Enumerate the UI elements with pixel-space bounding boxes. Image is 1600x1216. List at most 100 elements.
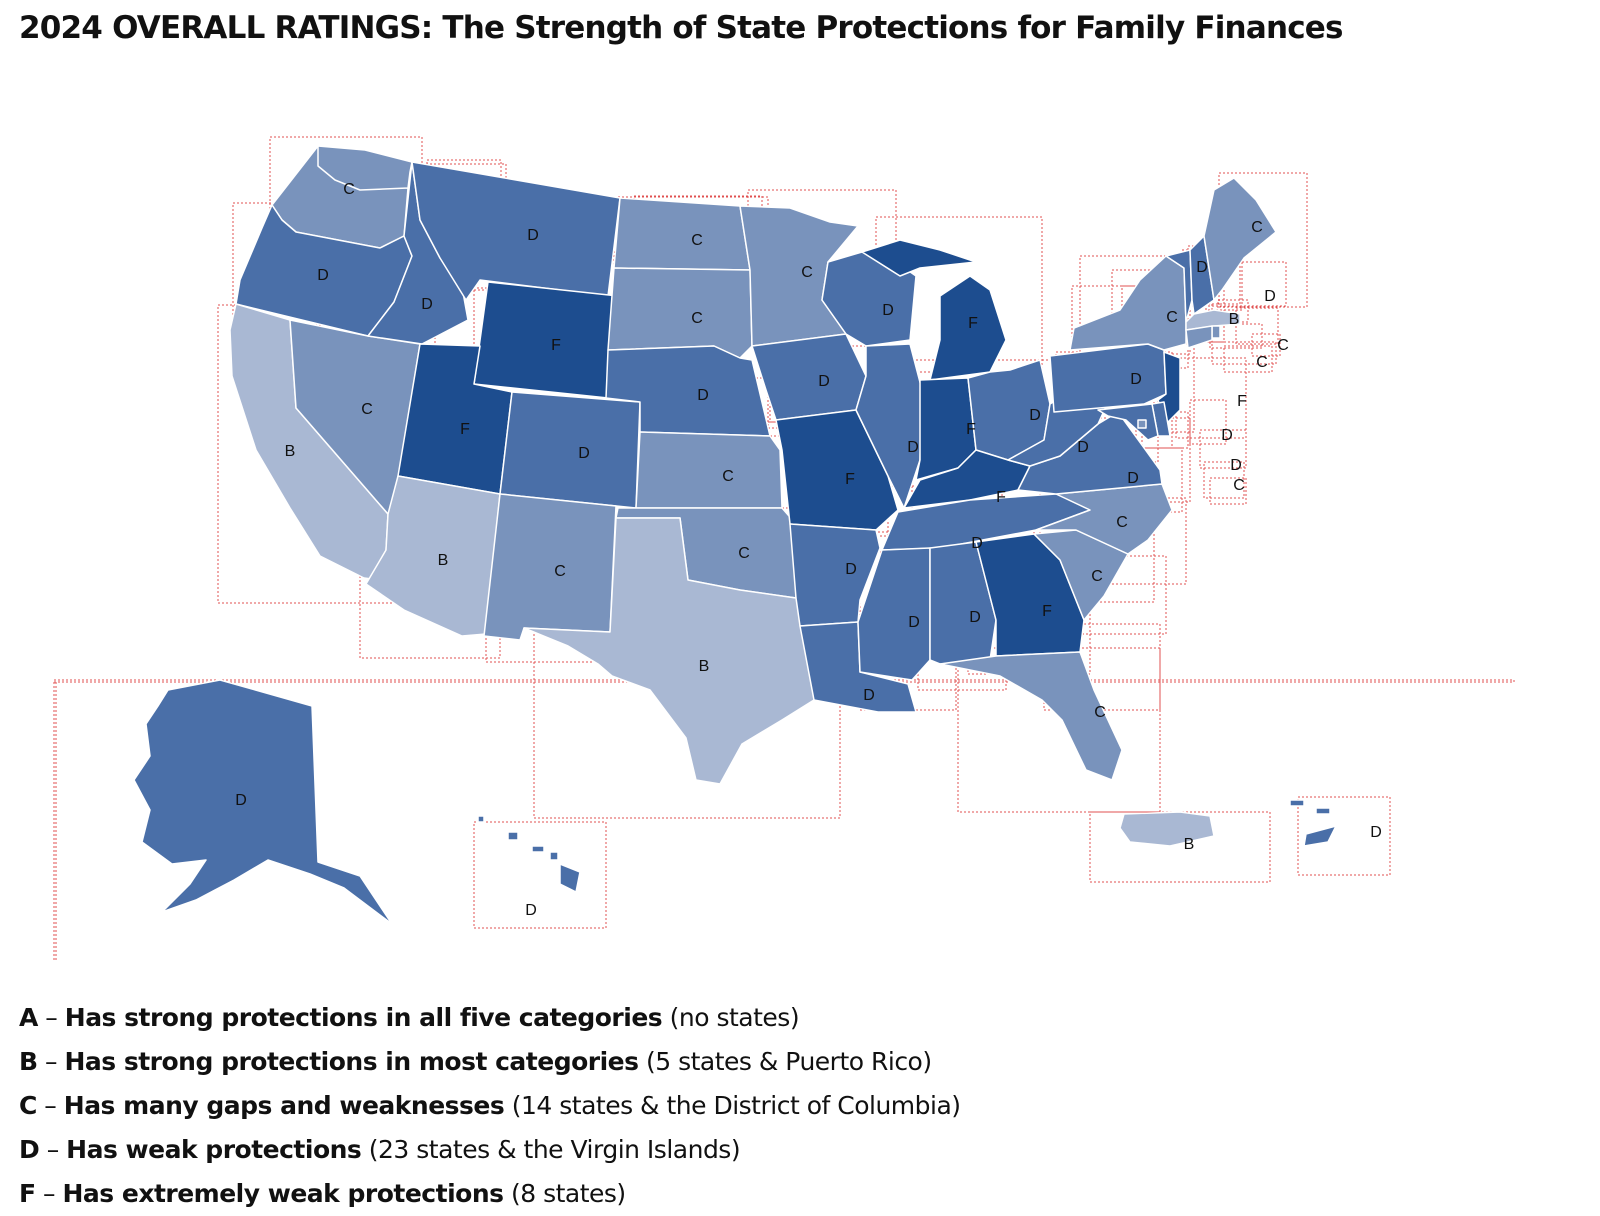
grade-label-florida: C (1094, 704, 1106, 721)
grade-label-new-mexico: C (554, 563, 566, 580)
legend-description: Has strong protections in all five categ… (64, 1003, 663, 1032)
legend-note: (23 states & the Virgin Islands) (361, 1135, 741, 1164)
state-wyoming (473, 281, 619, 399)
state-hawaii (477, 815, 581, 893)
grade-label-georgia: F (1042, 603, 1052, 620)
inset-box (1175, 357, 1247, 439)
legend-dash: – (37, 1047, 65, 1076)
grade-label-indiana: F (966, 421, 976, 438)
state-new-hampshire (1189, 235, 1215, 315)
state-arkansas (789, 523, 881, 627)
grade-label-south-carolina: C (1091, 568, 1103, 585)
state-new-mexico (483, 493, 617, 641)
grade-label-new-york: C (1166, 309, 1178, 326)
legend-item-c: C – Has many gaps and weaknesses (14 sta… (19, 1084, 961, 1128)
legend-grade: D (19, 1135, 40, 1164)
legend-dash: – (35, 1179, 63, 1208)
grade-label-massachusetts: B (1229, 311, 1240, 328)
legend-description: Has weak protections (66, 1135, 362, 1164)
inset-box (1211, 341, 1277, 365)
legend-dash: – (37, 1003, 65, 1032)
state-virgin-islands (1289, 799, 1337, 847)
state-iowa (751, 333, 867, 421)
state-south-dakota (607, 267, 753, 359)
state-alaska (133, 679, 393, 925)
inset-box (1235, 307, 1279, 345)
grade-label-hawaii: D (525, 902, 537, 919)
inset-box (1297, 796, 1391, 876)
legend-item-f: F – Has extremely weak protections (8 st… (19, 1172, 961, 1216)
inset-box (1199, 429, 1247, 469)
state-rhode-island (1211, 325, 1221, 339)
grade-label-oregon: D (317, 267, 329, 284)
grade-label-california: B (285, 443, 296, 460)
grade-label-new-hampshire: D (1264, 288, 1276, 305)
grade-label-vermont: D (1196, 259, 1208, 276)
state-pennsylvania (1049, 343, 1167, 413)
page-title: 2024 OVERALL RATINGS: The Strength of St… (19, 10, 1343, 46)
grade-label-delaware: D (1221, 427, 1233, 444)
state-michigan (861, 239, 1007, 381)
state-kansas (635, 431, 783, 509)
inset-box (1203, 461, 1245, 499)
inset-box (1251, 333, 1281, 357)
grade-label-minnesota: C (801, 264, 813, 281)
inset-box (1223, 345, 1273, 373)
legend-description: Has strong protections in most categorie… (64, 1047, 639, 1076)
grade-label-alabama: D (969, 609, 981, 626)
legend-item-b: B – Has strong protections in most categ… (19, 1040, 961, 1084)
grade-label-alaska: D (235, 792, 247, 809)
grade-label-kentucky: F (996, 489, 1006, 506)
grade-label-mississippi: D (908, 614, 920, 631)
legend-grade: F (19, 1179, 36, 1208)
legend-description: Has extremely weak protections (62, 1179, 504, 1208)
grade-label-maine: C (1251, 219, 1263, 236)
legend-note: (no states) (662, 1003, 800, 1032)
inset-box (53, 679, 57, 960)
inset-box (473, 821, 607, 929)
grade-label-ohio: D (1029, 407, 1041, 424)
grade-label-wyoming: F (551, 337, 561, 354)
grade-label-north-dakota: C (691, 232, 703, 249)
grade-label-nevada: C (361, 401, 373, 418)
grade-label-arizona: B (438, 552, 449, 569)
legend-grade: A (19, 1003, 38, 1032)
grade-label-south-dakota: C (691, 310, 703, 327)
state-texas (523, 517, 815, 785)
grade-label-virgin-islands: D (1370, 824, 1382, 841)
legend-dash: – (36, 1091, 64, 1120)
grade-label-puerto-rico: B (1184, 836, 1195, 853)
legend-note: (5 states & Puerto Rico) (638, 1047, 932, 1076)
grade-label-arkansas: D (845, 561, 857, 578)
legend-dash: – (39, 1135, 67, 1164)
grade-label-rhode-island: C (1277, 337, 1289, 354)
grade-label-virginia: D (1127, 470, 1139, 487)
inset-box (1209, 477, 1247, 505)
state-maryland (1097, 403, 1159, 441)
grade-label-iowa: D (818, 373, 830, 390)
grade-label-missouri: F (845, 471, 855, 488)
grade-label-district-of-columbia: C (1233, 477, 1245, 494)
state-florida (939, 651, 1123, 781)
grade-label-colorado: D (578, 445, 590, 462)
grade-label-pennsylvania: D (1130, 371, 1142, 388)
grade-label-west-virginia: D (1077, 439, 1089, 456)
state-shapes (133, 145, 1337, 925)
grade-label-maryland: D (1230, 457, 1242, 474)
state-north-carolina (1035, 483, 1173, 555)
grade-label-montana: D (527, 227, 539, 244)
state-washington (271, 145, 413, 249)
grade-label-illinois: D (907, 439, 919, 456)
state-vermont (1165, 249, 1193, 323)
grade-label-idaho: D (421, 296, 433, 313)
state-connecticut (1185, 325, 1213, 349)
state-puerto-rico (1119, 811, 1215, 847)
legend-grade: C (19, 1091, 37, 1120)
grade-label-utah: F (460, 421, 470, 438)
grade-label-new-jersey: F (1237, 393, 1247, 410)
grade-label-north-carolina: C (1116, 514, 1128, 531)
grade-label-tennessee: D (971, 535, 983, 552)
grade-label-kansas: C (722, 468, 734, 485)
legend-item-d: D – Has weak protections (23 states & th… (19, 1128, 961, 1172)
state-colorado (499, 391, 641, 509)
